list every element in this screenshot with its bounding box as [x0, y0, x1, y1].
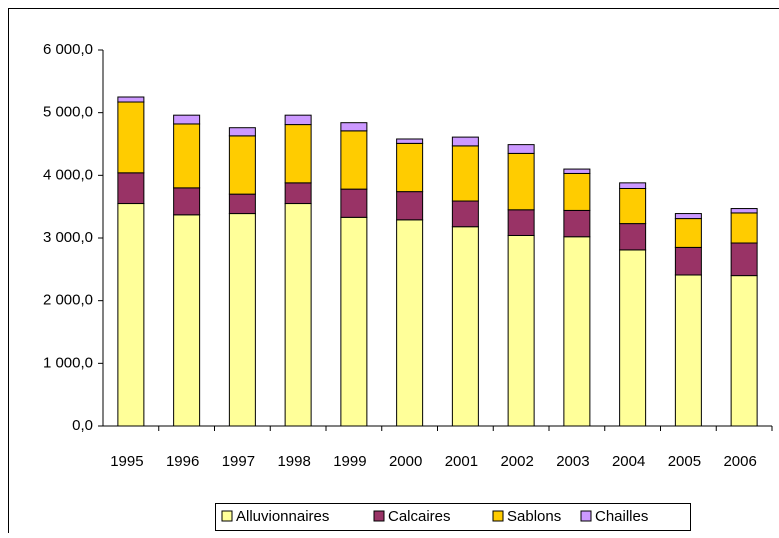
bar-segment	[174, 188, 200, 215]
x-tick-label: 2000	[389, 453, 422, 470]
bar-segment	[285, 204, 311, 426]
bar-segment	[731, 276, 757, 426]
bar-segment	[508, 145, 534, 154]
bar-segment	[397, 143, 423, 191]
bar-segment	[229, 128, 255, 136]
bar-segment	[564, 210, 590, 236]
y-tick-label: 1 000,0	[43, 354, 93, 371]
bar-segment	[174, 124, 200, 188]
y-tick-label: 6 000,0	[43, 41, 93, 58]
bar-segment	[508, 210, 534, 236]
bar-segment	[341, 217, 367, 426]
bar-segment	[285, 115, 311, 124]
bar-segment	[397, 139, 423, 143]
x-tick-label: 1999	[333, 453, 366, 470]
x-tick-label: 2002	[500, 453, 533, 470]
bar-segment	[118, 97, 144, 102]
legend-label: Chailles	[595, 508, 648, 525]
legend-label: Sablons	[507, 508, 561, 525]
bar-segment	[675, 275, 701, 426]
x-tick-label: 2003	[556, 453, 589, 470]
bar-segment	[564, 169, 590, 173]
bar-segment	[229, 214, 255, 426]
y-tick-label: 3 000,0	[43, 229, 93, 246]
bar-segment	[174, 215, 200, 426]
bar-segment	[118, 204, 144, 426]
x-tick-label: 1998	[277, 453, 310, 470]
bar-segment	[564, 173, 590, 210]
y-tick-label: 2 000,0	[43, 292, 93, 309]
bar-segment	[564, 237, 590, 426]
bar-segment	[174, 115, 200, 124]
bar-segment	[675, 214, 701, 219]
bar-segment	[452, 137, 478, 146]
legend-swatch	[222, 511, 232, 521]
bar-segment	[285, 125, 311, 183]
legend-label: Calcaires	[388, 508, 451, 525]
bar-segment	[397, 192, 423, 220]
legend-swatch	[493, 511, 503, 521]
legend-label: Alluvionnaires	[236, 508, 329, 525]
bar-segment	[341, 189, 367, 217]
bar-segment	[229, 194, 255, 213]
bar-segment	[341, 123, 367, 131]
bar-segment	[731, 213, 757, 243]
x-tick-label: 1995	[110, 453, 143, 470]
x-tick-label: 2006	[723, 453, 756, 470]
y-tick-label: 4 000,0	[43, 166, 93, 183]
legend-swatch	[581, 511, 591, 521]
x-tick-label: 2005	[668, 453, 701, 470]
bar-segment	[675, 219, 701, 248]
x-tick-label: 1997	[222, 453, 255, 470]
x-tick-label: 2004	[612, 453, 645, 470]
y-tick-label: 5 000,0	[43, 104, 93, 121]
bar-segment	[229, 136, 255, 194]
bar-segment	[508, 153, 534, 209]
bar-segment	[620, 224, 646, 250]
bar-segment	[118, 102, 144, 173]
bar-segment	[452, 146, 478, 201]
bar-segment	[731, 243, 757, 276]
x-tick-label: 1996	[166, 453, 199, 470]
legend-swatch	[374, 511, 384, 521]
bar-segment	[452, 227, 478, 426]
bar-segment	[508, 235, 534, 426]
bar-segment	[620, 183, 646, 189]
bar-segment	[731, 209, 757, 213]
bar-segment	[118, 173, 144, 204]
bar-segment	[675, 247, 701, 275]
bar-segment	[620, 250, 646, 426]
x-tick-label: 2001	[445, 453, 478, 470]
bar-segment	[452, 201, 478, 227]
bar-segment	[620, 188, 646, 223]
bar-segment	[341, 131, 367, 189]
bar-segment	[397, 220, 423, 426]
bar-segment	[285, 183, 311, 204]
y-tick-label: 0,0	[72, 417, 93, 434]
